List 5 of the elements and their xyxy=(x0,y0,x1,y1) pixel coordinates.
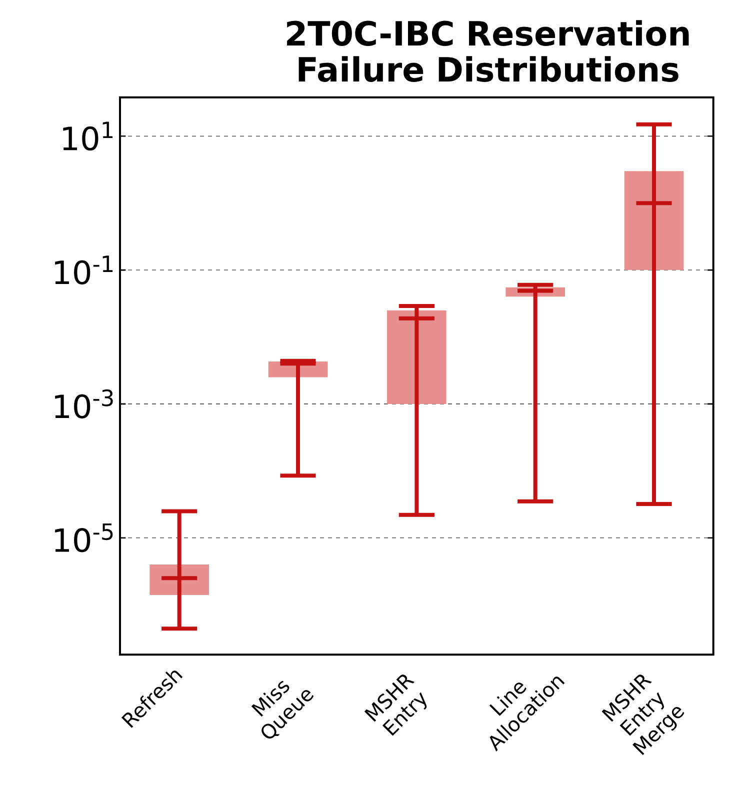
chart-title: 2T0C-IBC Reservation Failure Distributions xyxy=(287,20,689,82)
y-tick-label: 10$^{-3}$ xyxy=(55,389,113,419)
y-tick-label: 10$^{-1}$ xyxy=(55,256,113,284)
y-tick-label: 10$^{-5}$ xyxy=(55,523,113,552)
y-tick-label: 10$^{1}$ xyxy=(63,122,113,151)
